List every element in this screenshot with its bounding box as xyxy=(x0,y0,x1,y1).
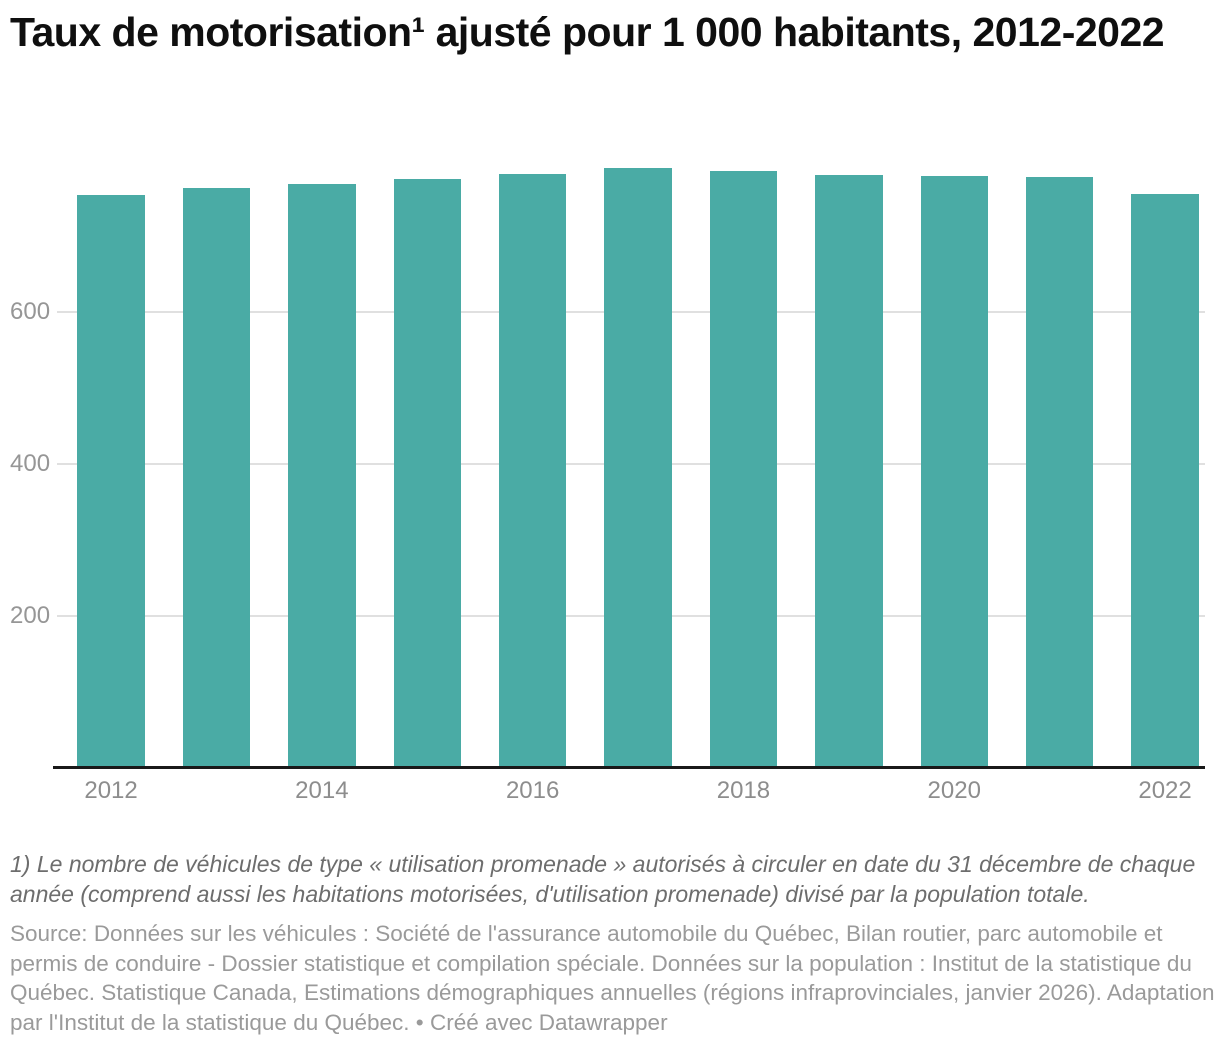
x-tick-label-2012: 2012 xyxy=(84,777,138,804)
y-tick-label-400: 400 xyxy=(10,450,51,477)
bar-2020[interactable] xyxy=(920,175,988,768)
page-title: Taux de motorisation¹ ajusté pour 1 000 … xyxy=(10,9,1165,55)
x-tick-label-2018: 2018 xyxy=(716,777,771,804)
datawrapper-credit: Créé avec Datawrapper xyxy=(429,1009,668,1035)
x-tick-label-2020: 2020 xyxy=(927,777,981,804)
bar-2012[interactable] xyxy=(77,194,145,768)
x-tick-label-2016: 2016 xyxy=(505,777,560,804)
x-tick-label-2014: 2014 xyxy=(295,777,349,804)
footnote: 1) Le nombre de véhicules de type « util… xyxy=(10,851,1196,907)
source-text: Données sur les véhicules : Société de l… xyxy=(10,921,1215,1035)
y-tick-label-600: 600 xyxy=(10,298,51,325)
bar-2022[interactable] xyxy=(1131,194,1199,768)
source-line: Source: Données sur les véhicules : Soci… xyxy=(10,919,1215,1037)
bar-2019[interactable] xyxy=(815,175,883,768)
bar-2018[interactable] xyxy=(709,170,778,768)
x-tick-label-2022: 2022 xyxy=(1138,777,1192,804)
bar-2013[interactable] xyxy=(182,188,251,768)
credit-separator: • xyxy=(415,1009,424,1035)
bar-2015[interactable] xyxy=(393,179,461,768)
bar-2017[interactable] xyxy=(604,168,672,768)
source-label: Source: xyxy=(10,921,88,946)
bar-2021[interactable] xyxy=(1025,176,1094,768)
y-tick-label-200: 200 xyxy=(10,602,51,629)
bar-2016[interactable] xyxy=(498,173,567,768)
x-axis-line xyxy=(53,766,1205,769)
bar-2014[interactable] xyxy=(288,183,356,768)
